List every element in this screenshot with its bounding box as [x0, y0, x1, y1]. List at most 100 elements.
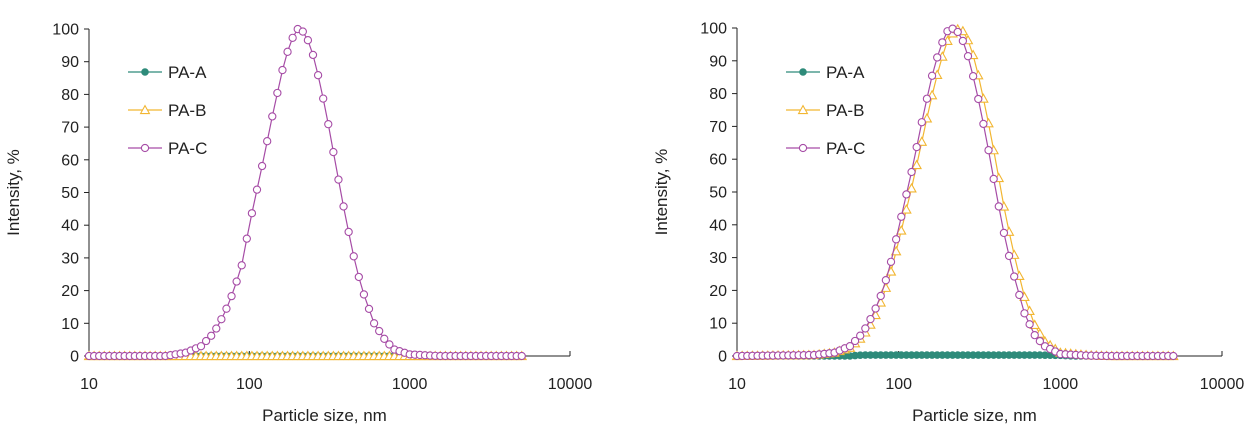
data-point	[911, 159, 923, 170]
legend-marker	[140, 143, 150, 153]
data-point	[912, 142, 921, 152]
x-tick-label: 10	[80, 376, 98, 393]
data-point	[907, 167, 916, 177]
data-point	[999, 228, 1009, 238]
y-tick-label: 100	[52, 22, 79, 39]
series-pa-c	[732, 24, 1178, 361]
legend-marker	[799, 68, 807, 76]
data-point	[369, 319, 379, 328]
data-point	[196, 342, 206, 351]
data-point	[237, 261, 246, 270]
data-point	[212, 324, 221, 333]
data-point	[1004, 251, 1014, 261]
data-point	[380, 334, 389, 343]
x-tick-label: 10000	[548, 376, 593, 393]
series-line	[89, 28, 522, 357]
data-point	[232, 277, 241, 286]
y-tick-label: 70	[709, 119, 727, 136]
series-line	[736, 28, 1174, 357]
data-point	[252, 185, 262, 194]
data-point	[876, 291, 885, 301]
x-tick-label: 1000	[392, 376, 428, 393]
legend-entry: PA-C	[128, 139, 207, 158]
legend-entry: PA-A	[786, 63, 865, 82]
data-point	[257, 161, 267, 171]
data-point	[329, 147, 338, 157]
y-tick-label: 40	[61, 218, 79, 235]
data-point	[974, 94, 983, 104]
legend-marker	[139, 104, 151, 115]
y-tick-label: 50	[709, 185, 727, 202]
x-axis-title: Particle size, nm	[262, 406, 387, 425]
data-point	[989, 174, 998, 184]
data-point	[283, 47, 292, 56]
y-tick-label: 60	[709, 152, 727, 169]
series-pa-c	[84, 24, 526, 361]
data-point	[856, 331, 865, 340]
data-point	[242, 234, 251, 243]
y-axis-title: Intensity, %	[4, 149, 23, 236]
data-point	[217, 315, 226, 324]
data-point	[1025, 320, 1034, 329]
data-point	[979, 119, 988, 129]
data-point	[1030, 330, 1039, 340]
y-tick-label: 20	[61, 283, 79, 300]
data-point	[349, 252, 358, 261]
data-point	[313, 71, 323, 80]
legend-marker	[141, 68, 149, 76]
data-point	[916, 136, 928, 146]
data-point	[263, 137, 272, 146]
data-point	[866, 314, 875, 324]
y-tick-label: 50	[61, 185, 79, 202]
data-point	[938, 38, 947, 47]
y-tick-label: 70	[61, 120, 79, 137]
data-point	[933, 53, 942, 62]
data-point	[897, 212, 906, 221]
legend-label: PA-C	[168, 139, 207, 158]
data-point	[354, 272, 363, 282]
data-point	[517, 351, 526, 361]
data-point	[922, 94, 932, 103]
data-point	[901, 203, 912, 214]
y-tick-label: 100	[700, 21, 727, 38]
legend-entry: PA-A	[128, 63, 207, 82]
legend-entry: PA-B	[786, 101, 864, 120]
data-point	[222, 304, 231, 313]
y-tick-label: 90	[61, 54, 79, 71]
data-point	[917, 118, 926, 127]
y-tick-label: 90	[709, 53, 727, 70]
data-point	[968, 72, 978, 81]
data-point	[895, 225, 907, 235]
data-point	[324, 120, 333, 129]
legend-entry: PA-B	[128, 101, 206, 120]
series-pa-b	[731, 23, 1179, 361]
data-point	[953, 27, 962, 37]
data-point	[1020, 309, 1029, 318]
y-axis-title: Intensity, %	[652, 149, 671, 236]
data-point	[861, 324, 870, 333]
y-tick-label: 30	[61, 250, 79, 267]
y-tick-label: 10	[709, 316, 727, 333]
data-point	[334, 175, 343, 184]
legend-marker	[797, 104, 809, 115]
y-tick-label: 0	[70, 349, 79, 366]
data-point	[850, 336, 860, 346]
data-point	[268, 112, 277, 121]
y-tick-label: 30	[709, 250, 727, 267]
data-point	[298, 27, 307, 36]
x-tick-label: 10000	[1200, 376, 1245, 393]
data-point	[339, 202, 348, 211]
x-tick-label: 100	[236, 376, 263, 393]
data-point	[364, 304, 374, 314]
legend-label: PA-A	[826, 63, 865, 82]
data-point	[1010, 272, 1019, 281]
data-point	[344, 227, 353, 237]
data-point	[288, 33, 297, 42]
legend-label: PA-B	[168, 101, 206, 120]
data-point	[308, 50, 318, 60]
series-line	[736, 28, 1174, 357]
legend-marker	[798, 143, 808, 153]
data-point	[886, 257, 896, 266]
